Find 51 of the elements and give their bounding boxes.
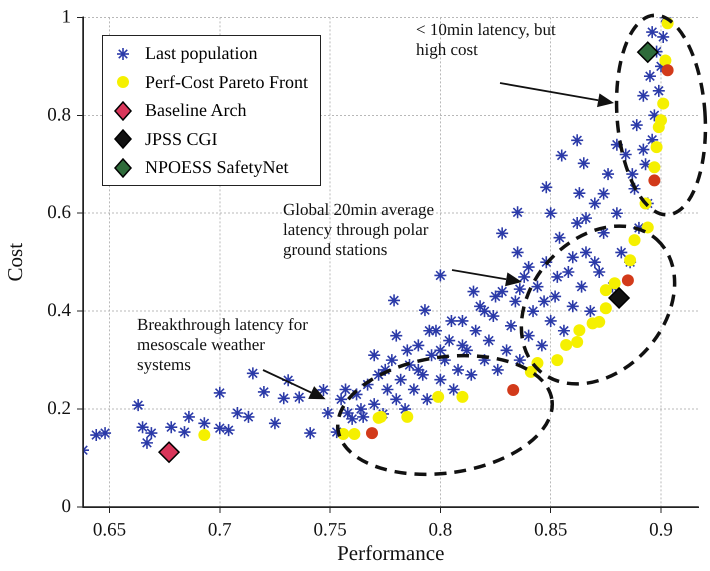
y-tick-label: 0.8 bbox=[47, 104, 71, 126]
y-tick-label: 1 bbox=[62, 6, 71, 28]
point bbox=[198, 429, 210, 442]
x-tick-label: 0.9 bbox=[649, 519, 673, 540]
x-axis-title: Performance bbox=[337, 540, 444, 565]
legend-label: NPOESS SafetyNet bbox=[145, 157, 288, 178]
point bbox=[628, 234, 641, 246]
point bbox=[654, 114, 667, 126]
legend-label: Perf-Cost Pareto Front bbox=[145, 72, 308, 93]
y-tick-label: 0.6 bbox=[47, 202, 71, 224]
annotation: Breakthrough latency for mesoscale weather systems bbox=[137, 315, 309, 375]
point bbox=[624, 254, 636, 266]
legend-label: Last population bbox=[145, 43, 258, 64]
point bbox=[593, 316, 606, 328]
point bbox=[456, 390, 468, 403]
point bbox=[560, 338, 572, 351]
point bbox=[507, 384, 520, 396]
point bbox=[657, 98, 670, 110]
y-axis-title: Cost bbox=[3, 242, 28, 282]
point bbox=[622, 274, 634, 286]
point bbox=[401, 410, 414, 423]
x-tick-label: 0.65 bbox=[92, 519, 126, 540]
point bbox=[571, 336, 584, 348]
annotation: Global 20min average latency through polar ground stations bbox=[283, 200, 436, 260]
point bbox=[348, 428, 360, 440]
x-tick-label: 0.7 bbox=[208, 519, 232, 540]
x-tick-label: 0.75 bbox=[313, 519, 347, 540]
x-tick-label: 0.8 bbox=[428, 519, 452, 540]
x-tick-label: 0.85 bbox=[534, 519, 568, 540]
legend-label: Baseline Arch bbox=[145, 100, 246, 122]
point bbox=[551, 354, 564, 366]
y-tick-label: 0 bbox=[62, 496, 71, 517]
legend-label: JPSS CGI bbox=[145, 128, 218, 150]
point bbox=[158, 441, 180, 463]
point bbox=[608, 287, 630, 309]
point bbox=[573, 324, 586, 336]
point bbox=[432, 390, 444, 403]
point bbox=[637, 41, 659, 63]
point bbox=[366, 427, 378, 440]
point bbox=[650, 141, 663, 154]
point bbox=[600, 302, 612, 314]
point bbox=[659, 54, 672, 66]
y-tick-label: 0.4 bbox=[47, 300, 72, 322]
y-tick-label: 0.2 bbox=[47, 398, 71, 420]
point bbox=[648, 161, 660, 174]
point bbox=[608, 277, 621, 290]
point bbox=[642, 221, 654, 234]
point bbox=[662, 64, 674, 76]
point bbox=[648, 174, 660, 186]
point bbox=[600, 284, 612, 296]
annotation: < 10min latency, but high cost bbox=[416, 20, 557, 60]
